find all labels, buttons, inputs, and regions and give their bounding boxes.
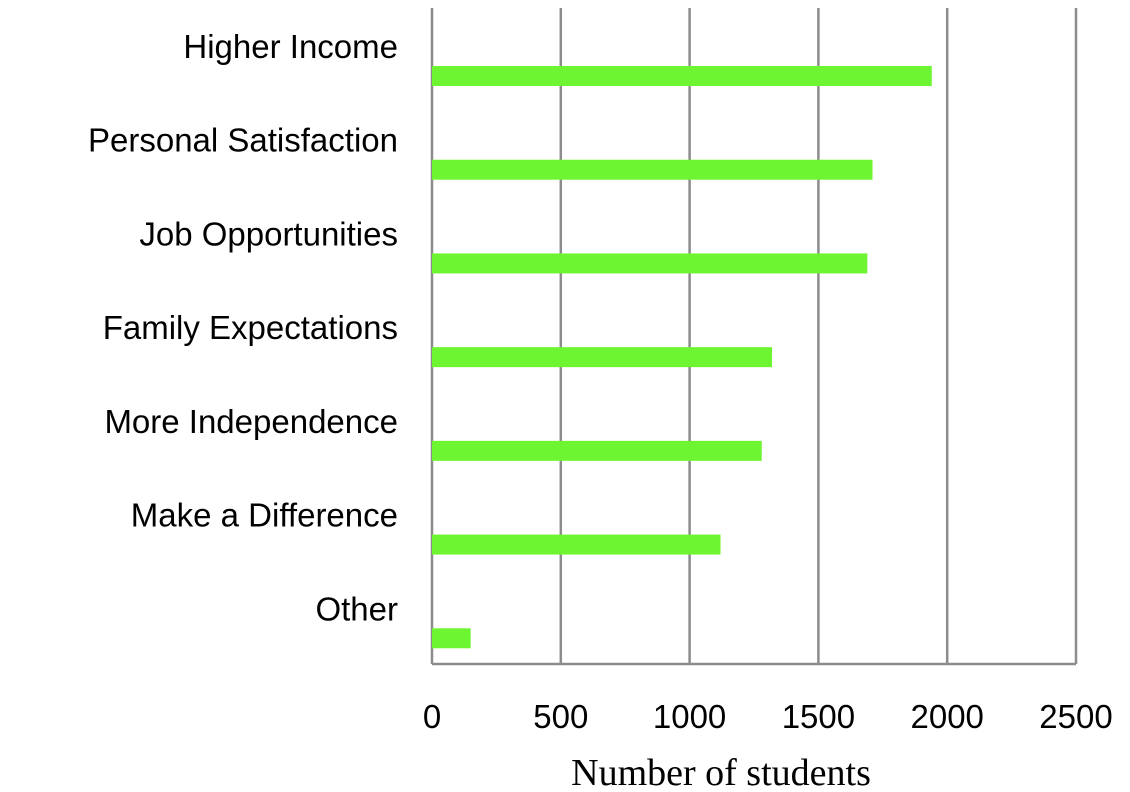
- bars: [432, 66, 932, 649]
- category-label: Personal Satisfaction: [88, 122, 398, 159]
- category-label: Family Expectations: [103, 309, 398, 346]
- x-tick-labels: 0 500 1000 1500 2000 2500: [423, 698, 1113, 735]
- bar: [432, 66, 932, 86]
- bar: [432, 253, 868, 274]
- x-tick-label: 1500: [782, 698, 855, 735]
- bar: [432, 347, 773, 368]
- x-tick-label: 2500: [1039, 698, 1112, 735]
- category-labels: Higher Income Personal Satisfaction Job Op…: [88, 28, 398, 627]
- bar: [432, 440, 762, 461]
- category-label: More Independence: [104, 403, 398, 440]
- x-tick-label: 1000: [653, 698, 726, 735]
- bar: [432, 159, 873, 180]
- category-label: Other: [315, 590, 398, 627]
- category-label: Job Opportunities: [139, 215, 398, 252]
- x-tick-label: 500: [533, 698, 588, 735]
- bar: [432, 534, 721, 555]
- x-tick-label: 2000: [910, 698, 983, 735]
- gridlines: [430, 8, 1078, 666]
- category-label: Higher Income: [183, 28, 398, 65]
- x-tick-label: 0: [423, 698, 441, 735]
- category-label: Make a Difference: [131, 497, 398, 534]
- x-axis-title: Number of students: [571, 752, 871, 792]
- bar: [432, 628, 471, 649]
